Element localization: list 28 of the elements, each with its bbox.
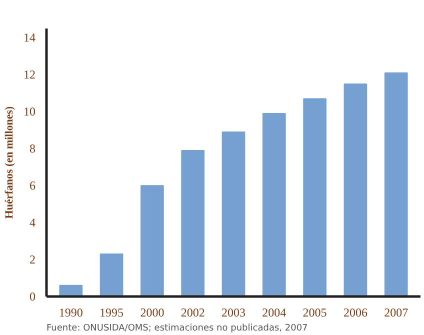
- bar: [384, 72, 408, 296]
- x-tick-label: 2003: [222, 306, 246, 320]
- x-tick-label: 2002: [180, 306, 205, 320]
- y-tick-label: 14: [24, 30, 36, 45]
- bar: [59, 284, 83, 296]
- y-tick-label: 6: [30, 178, 36, 193]
- bar: [344, 83, 368, 296]
- x-tick-label: 2004: [262, 306, 286, 320]
- y-tick-label: 8: [30, 142, 36, 156]
- y-axis-title: Huérfanos (en millones): [4, 106, 16, 219]
- y-tick-label: 12: [24, 68, 36, 82]
- bar: [181, 150, 205, 296]
- bar: [262, 113, 286, 296]
- bar: [140, 185, 164, 296]
- bar: [303, 98, 326, 296]
- x-tick-label: 1990: [58, 306, 83, 320]
- y-tick-label: 4: [30, 216, 36, 230]
- y-tick-label: 2: [30, 252, 36, 267]
- x-tick-label: 2007: [384, 306, 408, 320]
- x-tick-label: 2000: [140, 306, 164, 320]
- y-tick-label: 0: [30, 290, 36, 304]
- source-note: Fuente: ONUSIDA/OMS; estimaciones no publicadas, 2007: [46, 324, 308, 334]
- y-tick-label: 10: [24, 104, 36, 119]
- x-tick-label: 2006: [343, 306, 368, 320]
- bar: [100, 253, 124, 296]
- x-tick-label: 1995: [100, 306, 124, 320]
- bar: [222, 132, 246, 296]
- x-tick-label: 2005: [302, 306, 327, 320]
